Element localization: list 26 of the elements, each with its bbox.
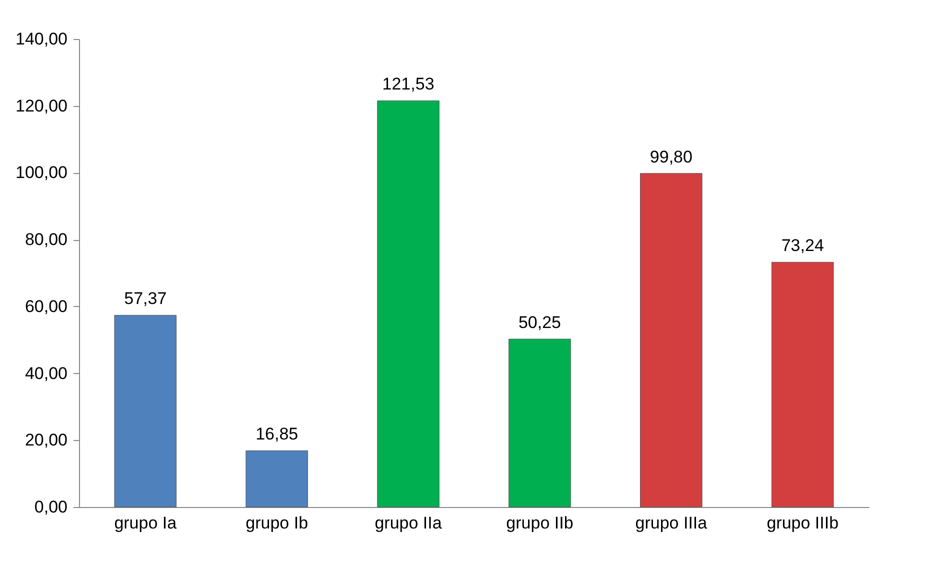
bar <box>377 100 440 508</box>
bar <box>508 338 571 508</box>
bar <box>114 314 177 508</box>
x-tick-label: grupo IIa <box>374 514 442 532</box>
y-tick-label: 80,00 <box>24 230 68 250</box>
y-tick-label: 120,00 <box>16 96 68 116</box>
data-label: 16,85 <box>256 424 298 444</box>
data-label: 121,53 <box>382 74 434 94</box>
y-tick-label: 40,00 <box>24 364 68 383</box>
x-tick-label: grupo Ib <box>246 514 308 532</box>
x-tick-label: grupo IIIa <box>635 514 708 532</box>
data-label: 57,37 <box>124 289 167 308</box>
y-tick-label: 140,00 <box>16 30 68 48</box>
x-tick-label: grupo Ia <box>114 514 178 532</box>
data-label: 99,80 <box>650 147 692 166</box>
data-label: 50,25 <box>518 313 561 332</box>
bar <box>246 450 308 508</box>
y-tick-label: 20,00 <box>24 430 68 450</box>
y-tick-label: 0,00 <box>34 498 68 516</box>
x-tick-label: grupo IIb <box>506 514 574 532</box>
y-tick-label: 100,00 <box>16 163 68 182</box>
bar <box>640 173 702 508</box>
bar <box>771 262 834 508</box>
y-tick-label: 60,00 <box>24 296 68 316</box>
x-tick-label: grupo IIIb <box>766 514 839 532</box>
data-label: 73,24 <box>781 236 824 256</box>
